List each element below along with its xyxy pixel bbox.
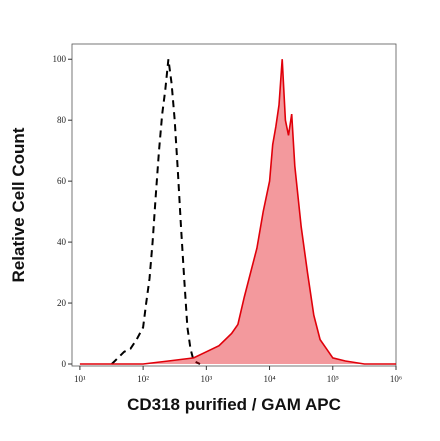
x-tick-label: 10¹ [74,374,86,384]
x-tick-label: 10³ [200,374,212,384]
y-tick-label: 60 [57,176,67,186]
x-tick-label: 10⁶ [390,374,402,384]
y-tick-label: 100 [53,54,67,64]
x-tick-label: 10⁵ [327,374,339,384]
line [79,59,396,365]
x-tick-label: 10⁴ [263,374,275,384]
line [111,59,201,365]
y-tick-label: 40 [57,237,67,247]
plot-frame [71,43,397,367]
y-axis-label: Relative Cell Count [9,127,28,282]
x-axis-label: CD318 purified / GAM APC [127,395,341,414]
y-tick-label: 0 [62,359,67,369]
area [79,59,397,364]
x-tick-label: 10² [137,374,149,384]
y-tick-label: 80 [57,115,67,125]
y-tick-label: 20 [57,298,67,308]
